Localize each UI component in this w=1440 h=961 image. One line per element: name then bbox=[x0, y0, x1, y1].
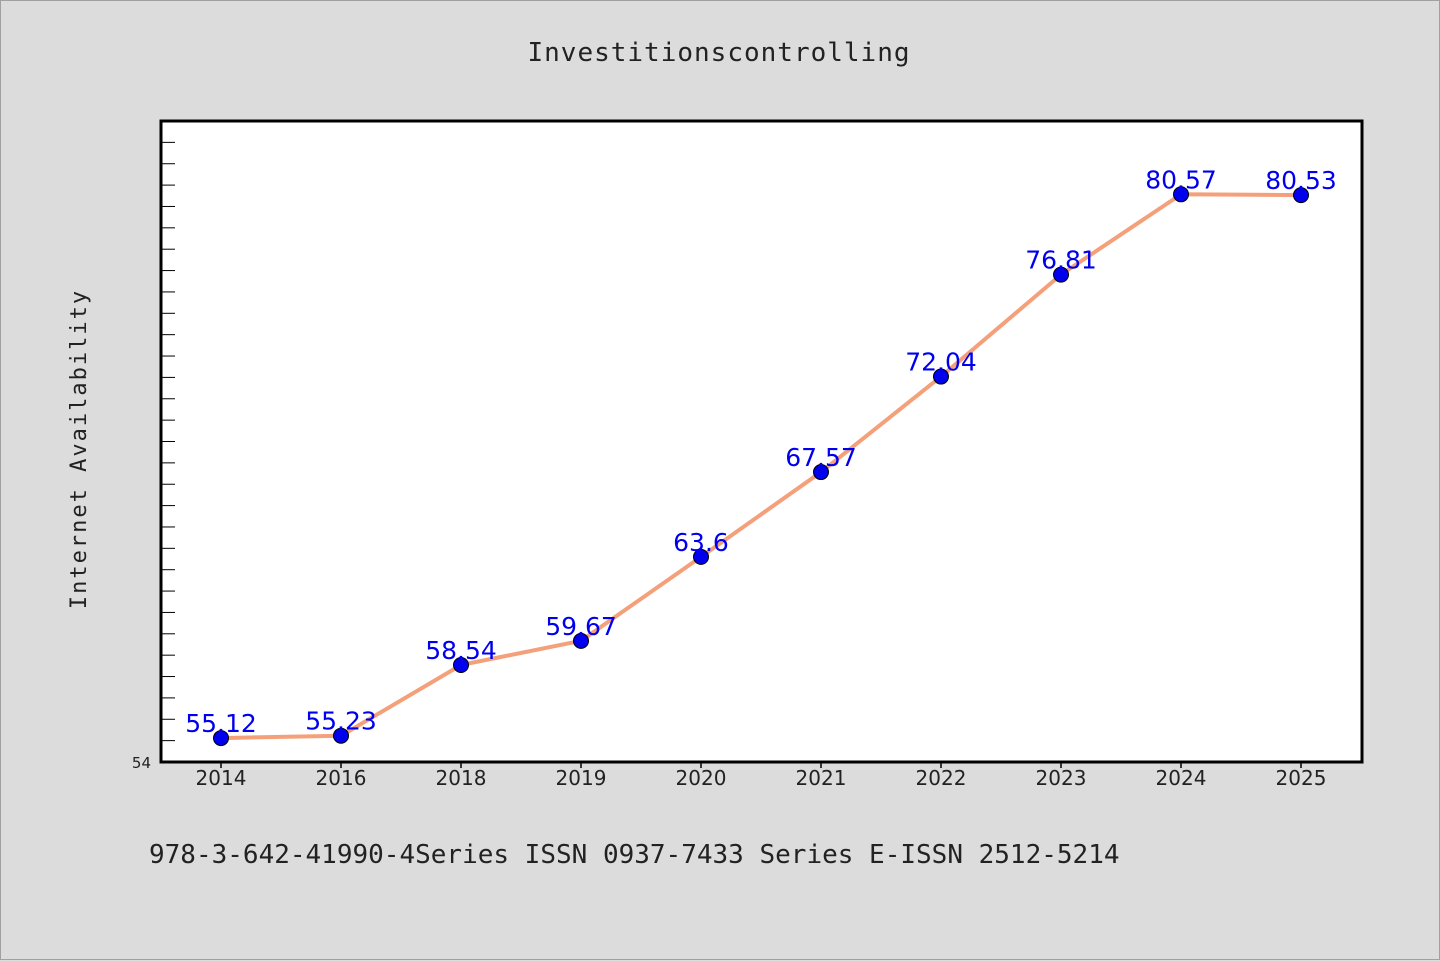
data-point-label: 58.54 bbox=[425, 636, 497, 665]
data-point-marker bbox=[1293, 187, 1309, 204]
data-point-label: 80.57 bbox=[1145, 165, 1217, 194]
data-point-marker bbox=[933, 368, 949, 385]
series-layer: 55.12 55.23 58.54 59.67 63.6 67.57 72.04 76.81 8… bbox=[185, 165, 1337, 747]
x-tick-label: 2021 bbox=[796, 766, 847, 790]
x-axis-ticks: 2014 2016 2018 2019 2020 2021 2022 2023 2024 2025 bbox=[196, 762, 1327, 790]
data-point-label: 76.81 bbox=[1025, 246, 1097, 275]
data-point-label: 63.6 bbox=[673, 528, 729, 557]
data-point-marker bbox=[453, 656, 469, 673]
data-point-label: 80.53 bbox=[1265, 166, 1337, 195]
data-point-marker bbox=[693, 548, 709, 565]
x-tick-label: 2018 bbox=[436, 766, 487, 790]
data-point-label: 59.67 bbox=[545, 612, 617, 641]
x-tick-label: 2024 bbox=[1156, 766, 1207, 790]
data-point-marker bbox=[573, 632, 589, 649]
data-point-label: 55.23 bbox=[305, 707, 377, 736]
data-point-label: 67.57 bbox=[785, 443, 857, 472]
x-tick-label: 2014 bbox=[196, 766, 247, 790]
x-tick-label: 2020 bbox=[676, 766, 727, 790]
data-point-marker bbox=[333, 727, 349, 744]
data-point-marker bbox=[1053, 266, 1069, 283]
data-point-label: 55.12 bbox=[185, 709, 257, 738]
y-axis-label: Internet Availability bbox=[67, 289, 92, 609]
x-tick-label: 2019 bbox=[556, 766, 607, 790]
series-line bbox=[219, 192, 1303, 741]
chart-title: Investitionscontrolling bbox=[527, 38, 910, 68]
data-point-marker bbox=[813, 464, 829, 481]
data-point-marker bbox=[1173, 186, 1189, 203]
x-tick-label: 2016 bbox=[316, 766, 367, 790]
x-tick-label: 2023 bbox=[1036, 766, 1087, 790]
data-point-marker bbox=[213, 730, 229, 747]
footer-isbn-text: 978-3-642-41990-4Series ISSN 0937-7433 S… bbox=[149, 840, 1120, 870]
x-tick-label: 2025 bbox=[1276, 766, 1327, 790]
plot-area bbox=[159, 119, 1364, 764]
y-axis-ticks bbox=[161, 141, 175, 742]
y-tick-label-min: 54 bbox=[132, 754, 151, 772]
data-point-label: 72.04 bbox=[905, 348, 977, 377]
x-tick-label: 2022 bbox=[916, 766, 967, 790]
